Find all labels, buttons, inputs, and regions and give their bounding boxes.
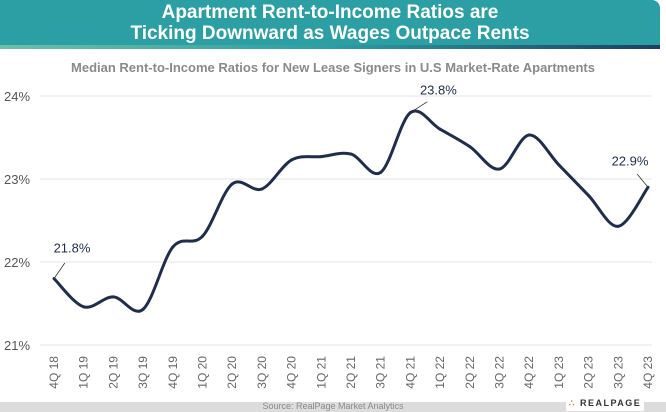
data-label: 21.8%: [54, 241, 91, 256]
x-tick-label: 3Q 22: [493, 356, 507, 389]
x-tick-label: 2Q 20: [225, 356, 239, 389]
y-tick-label: 21%: [4, 338, 30, 353]
data-point: [141, 307, 145, 311]
y-tick-label: 23%: [4, 172, 30, 187]
source-note: Source: RealPage Market Analytics: [262, 401, 404, 411]
x-tick-label: 3Q 20: [255, 356, 269, 389]
x-tick-label: 2Q 23: [582, 356, 596, 389]
x-tick-label: 3Q 19: [136, 356, 150, 389]
series-line: [52, 109, 650, 313]
x-tick-label: 1Q 19: [77, 356, 91, 389]
data-point: [201, 234, 204, 238]
data-point: [319, 155, 323, 159]
data-label: 23.8%: [420, 83, 457, 98]
x-tick-label: 4Q 22: [522, 356, 536, 389]
data-point: [557, 163, 561, 167]
data-point: [230, 182, 234, 186]
data-point: [498, 167, 501, 171]
x-tick-label: 4Q 19: [166, 356, 180, 389]
annotation-leader: [410, 101, 428, 113]
y-tick-label: 22%: [4, 255, 30, 270]
x-tick-label: 2Q 19: [106, 356, 120, 389]
realpage-logo: ∴ REALPAGE: [566, 395, 644, 411]
data-point: [111, 295, 115, 299]
data-point: [290, 158, 294, 162]
x-tick-label: 3Q 21: [374, 356, 388, 389]
data-label: 22.9%: [612, 153, 649, 168]
title-line-1: Apartment Rent-to-Income Ratios are: [161, 2, 499, 23]
header-accent-bar: [0, 45, 660, 49]
data-point: [260, 187, 264, 191]
chart-subtitle: Median Rent-to-Income Ratios for New Lea…: [71, 60, 595, 75]
data-point: [468, 145, 472, 149]
x-tick-label: 2Q 22: [463, 356, 477, 389]
data-point: [379, 170, 383, 174]
x-tick-label: 4Q 21: [403, 356, 417, 389]
x-tick-label: 1Q 21: [314, 356, 328, 389]
x-tick-label: 1Q 23: [552, 356, 566, 389]
logo-text: REALPAGE: [579, 398, 642, 408]
x-tick-label: 2Q 21: [344, 356, 358, 389]
data-point: [438, 127, 442, 131]
data-point: [616, 224, 620, 228]
data-point: [171, 245, 175, 249]
chart-header: Apartment Rent-to-Income Ratios are Tick…: [0, 0, 660, 46]
x-tick-label: 4Q 20: [285, 356, 299, 389]
title-line-2: Ticking Downward as Wages Outpace Rents: [130, 23, 530, 44]
x-tick-label: 3Q 23: [611, 356, 625, 389]
data-point: [527, 133, 531, 137]
x-tick-label: 4Q 18: [47, 356, 61, 389]
y-tick-label: 24%: [4, 89, 30, 104]
data-point: [349, 152, 353, 156]
annotation-leader: [53, 262, 66, 279]
x-tick-label: 1Q 20: [196, 356, 210, 389]
x-tick-label: 1Q 22: [433, 356, 447, 389]
data-point: [587, 194, 591, 198]
data-point: [82, 305, 86, 309]
footer-bar: [0, 402, 666, 412]
annotation-leader: [636, 173, 649, 188]
x-tick-label: 4Q 23: [641, 356, 655, 389]
